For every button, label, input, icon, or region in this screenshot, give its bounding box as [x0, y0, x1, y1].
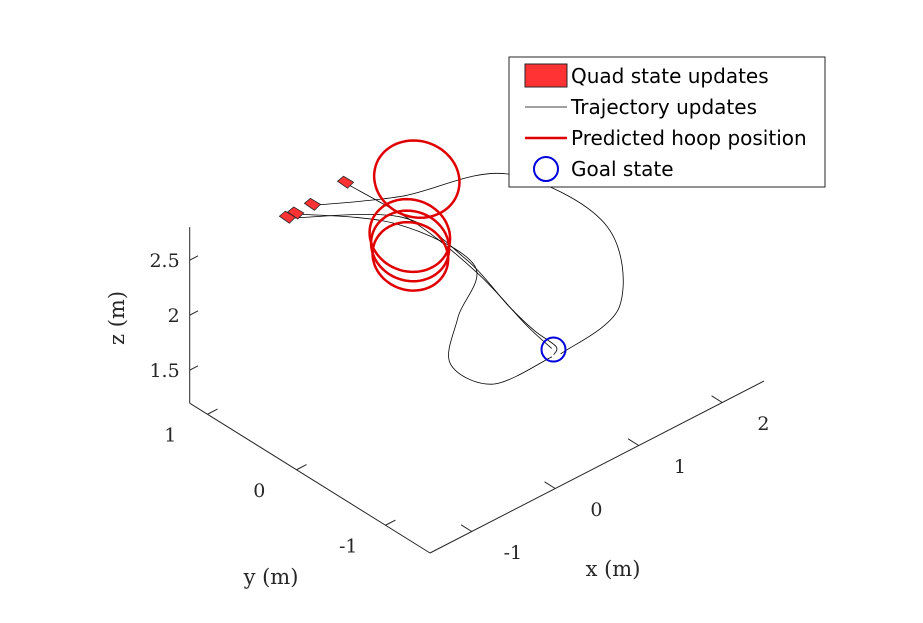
trajectory-series [287, 172, 624, 385]
y-axis-line [189, 402, 431, 554]
z-tick-mark [189, 255, 199, 261]
x-axis-label: x (m) [586, 557, 641, 581]
quad-state-series [278, 175, 355, 224]
y-tick-mark [296, 464, 307, 471]
hoop-ring [372, 139, 461, 219]
x-tick-mark [627, 438, 640, 446]
x-tick-label: 1 [674, 456, 686, 478]
y-tick-label: 1 [164, 424, 176, 446]
z-axis-label: z (m) [105, 291, 129, 345]
y-tick-mark [207, 408, 218, 415]
legend: Quad state updates Trajectory updates Pred… [508, 56, 826, 188]
legend-swatch-patch [524, 63, 568, 88]
y-tick-label: 0 [253, 480, 265, 502]
x-tick-label: 2 [757, 413, 769, 435]
legend-label: Predicted hoop position [571, 126, 807, 150]
hoop-ring [369, 209, 451, 283]
y-tick-label: -1 [339, 535, 358, 557]
y-axis-label: y (m) [243, 565, 299, 589]
x-tick-mark [544, 481, 556, 489]
x-tick-label: 0 [590, 499, 602, 521]
hoop-ring [371, 220, 450, 292]
goal-state-marker [540, 336, 567, 363]
quad-state-marker [336, 175, 355, 189]
trajectory-line [295, 213, 553, 385]
trajectory-line [312, 172, 624, 355]
y-tick-mark [385, 519, 396, 526]
hoop-ring [368, 197, 452, 274]
goal-series [540, 336, 567, 363]
z-tick-label: 2.5 [149, 250, 179, 272]
z-tick-mark [189, 310, 199, 316]
legend-label: Quad state updates [571, 64, 769, 88]
legend-label: Goal state [571, 157, 674, 181]
x-tick-mark [711, 395, 723, 403]
x-tick-mark [460, 524, 473, 532]
legend-label: Trajectory updates [570, 95, 757, 119]
trajectory-line [287, 214, 558, 355]
legend-swatch-circle [533, 156, 559, 182]
x-axis-line [429, 380, 765, 554]
tick-marks [189, 255, 723, 532]
z-tick-mark [189, 365, 199, 371]
quad-state-marker [303, 197, 322, 211]
x-tick-label: -1 [504, 542, 523, 564]
tick-labels: -1 0 1 2 -1 0 1 1.5 2 2.5 [149, 250, 769, 564]
z-tick-label: 2 [168, 305, 180, 327]
quad-state-marker [287, 206, 305, 220]
z-tick-label: 1.5 [149, 360, 179, 382]
hoop-series [368, 139, 461, 292]
